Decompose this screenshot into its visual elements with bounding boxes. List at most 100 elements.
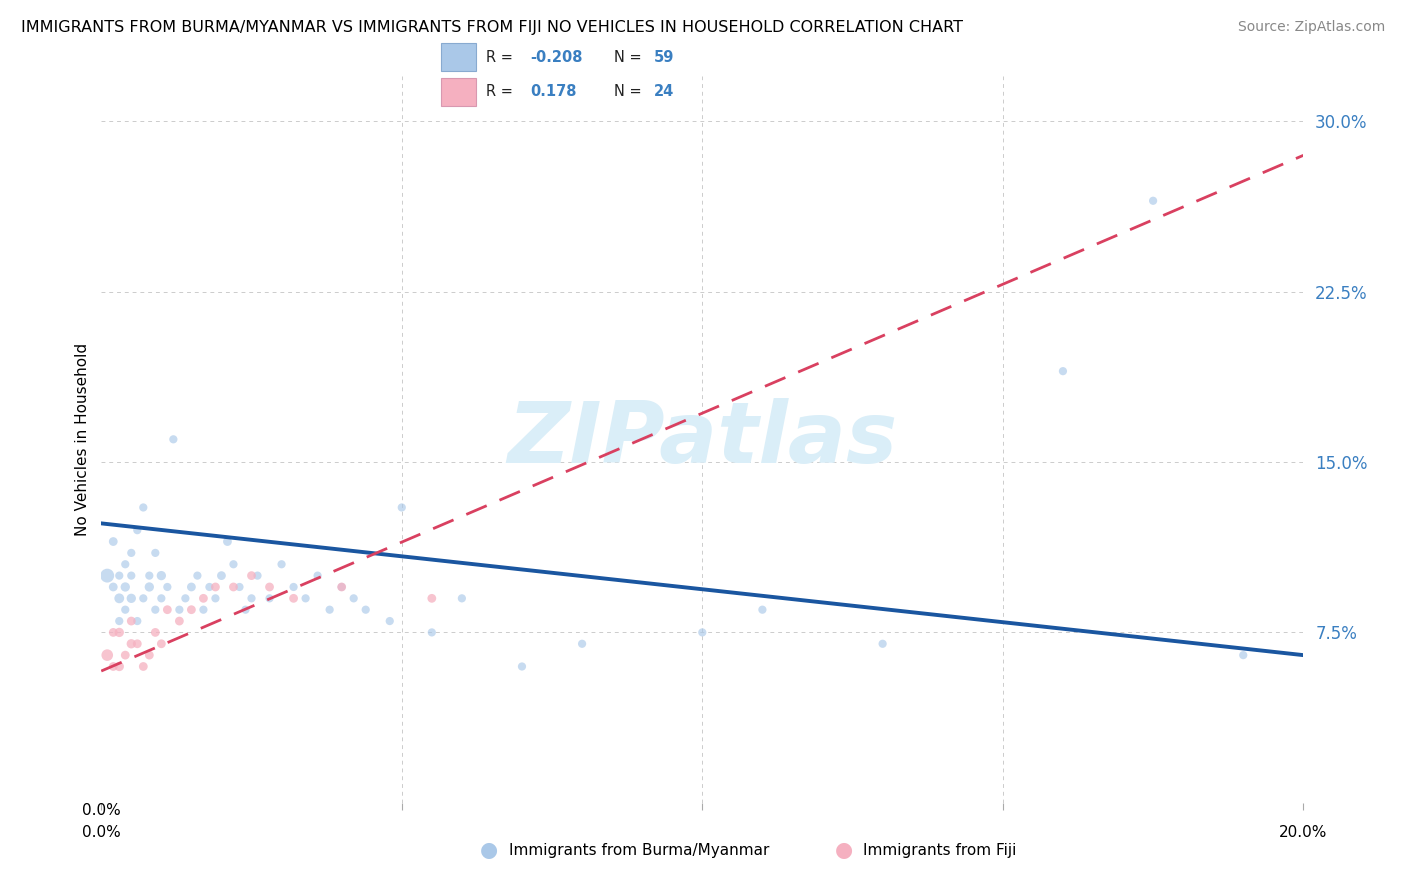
Point xyxy=(259,591,281,606)
Point xyxy=(283,591,305,606)
Point xyxy=(193,591,215,606)
Point xyxy=(143,625,166,640)
Point xyxy=(270,558,292,572)
Point xyxy=(96,568,118,582)
Point xyxy=(246,568,269,582)
Text: ●: ● xyxy=(835,840,852,860)
Point xyxy=(692,625,714,640)
Point xyxy=(193,603,215,617)
Bar xyxy=(441,78,477,105)
Y-axis label: No Vehicles in Household: No Vehicles in Household xyxy=(75,343,90,536)
Point xyxy=(108,568,131,582)
Text: 24: 24 xyxy=(654,85,673,99)
Text: 0.178: 0.178 xyxy=(530,85,576,99)
Point xyxy=(872,637,894,651)
Point xyxy=(108,625,131,640)
Point xyxy=(1232,648,1254,662)
Text: ●: ● xyxy=(481,840,498,860)
Point xyxy=(211,568,233,582)
Bar xyxy=(441,44,477,70)
Point xyxy=(1142,194,1164,208)
Point xyxy=(138,648,160,662)
Point xyxy=(108,591,131,606)
Text: Source: ZipAtlas.com: Source: ZipAtlas.com xyxy=(1237,20,1385,34)
Point xyxy=(103,580,125,594)
Point xyxy=(138,580,160,594)
Point xyxy=(132,500,155,515)
Point xyxy=(127,523,149,537)
Point xyxy=(222,558,245,572)
Point xyxy=(169,603,191,617)
Text: N =: N = xyxy=(614,85,647,99)
Point xyxy=(354,603,377,617)
Point xyxy=(451,591,474,606)
Text: 59: 59 xyxy=(654,50,673,64)
Point xyxy=(751,603,773,617)
Point xyxy=(162,433,184,447)
Point xyxy=(217,534,239,549)
Point xyxy=(120,591,142,606)
Text: Immigrants from Burma/Myanmar: Immigrants from Burma/Myanmar xyxy=(509,843,769,857)
Point xyxy=(510,659,533,673)
Point xyxy=(330,580,353,594)
Point xyxy=(103,534,125,549)
Point xyxy=(143,603,166,617)
Text: Immigrants from Fiji: Immigrants from Fiji xyxy=(863,843,1017,857)
Point xyxy=(96,648,118,662)
Text: R =: R = xyxy=(486,50,517,64)
Point xyxy=(114,558,136,572)
Point xyxy=(204,580,226,594)
Point xyxy=(108,659,131,673)
Point xyxy=(156,603,179,617)
Point xyxy=(150,591,173,606)
Point xyxy=(174,591,197,606)
Point xyxy=(150,637,173,651)
Text: IMMIGRANTS FROM BURMA/MYANMAR VS IMMIGRANTS FROM FIJI NO VEHICLES IN HOUSEHOLD C: IMMIGRANTS FROM BURMA/MYANMAR VS IMMIGRA… xyxy=(21,20,963,35)
Point xyxy=(1052,364,1074,378)
Point xyxy=(228,580,250,594)
Point xyxy=(391,500,413,515)
Point xyxy=(103,625,125,640)
Point xyxy=(150,568,173,582)
Point xyxy=(294,591,316,606)
Point xyxy=(186,568,208,582)
Point xyxy=(420,625,443,640)
Text: N =: N = xyxy=(614,50,647,64)
Text: 0.0%: 0.0% xyxy=(82,803,121,818)
Point xyxy=(120,568,142,582)
Point xyxy=(114,603,136,617)
Point xyxy=(198,580,221,594)
Text: R =: R = xyxy=(486,85,517,99)
Text: 0.0%: 0.0% xyxy=(82,825,121,840)
Point xyxy=(143,546,166,560)
Text: 20.0%: 20.0% xyxy=(1279,825,1327,840)
Point xyxy=(120,546,142,560)
Point xyxy=(114,580,136,594)
Point xyxy=(127,614,149,628)
Point xyxy=(120,614,142,628)
Point xyxy=(571,637,593,651)
Point xyxy=(343,591,366,606)
Point xyxy=(259,580,281,594)
Text: ZIPatlas: ZIPatlas xyxy=(508,398,897,481)
Point xyxy=(132,659,155,673)
Point xyxy=(138,568,160,582)
Point xyxy=(108,614,131,628)
Point xyxy=(222,580,245,594)
Point xyxy=(127,637,149,651)
Point xyxy=(132,591,155,606)
Point xyxy=(240,591,263,606)
Point xyxy=(180,580,202,594)
Point xyxy=(283,580,305,594)
Point xyxy=(120,637,142,651)
Point xyxy=(318,603,340,617)
Point xyxy=(180,603,202,617)
Point xyxy=(204,591,226,606)
Point xyxy=(330,580,353,594)
Text: -0.208: -0.208 xyxy=(530,50,582,64)
Point xyxy=(420,591,443,606)
Point xyxy=(235,603,257,617)
Point xyxy=(169,614,191,628)
Point xyxy=(378,614,401,628)
Point xyxy=(240,568,263,582)
